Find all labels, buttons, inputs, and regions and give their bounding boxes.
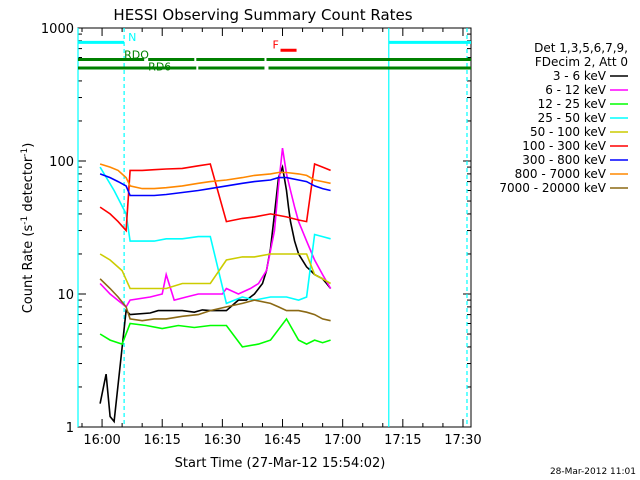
chart-title: HESSI Observing Summary Count Rates <box>113 6 412 24</box>
legend-header: FDecim 2, Att 0 <box>535 55 628 69</box>
series-line <box>99 317 331 348</box>
flag-label: F <box>272 39 278 52</box>
y-tick-label: 1000 <box>41 22 74 37</box>
legend-entry: 7000 - 20000 keV <box>499 181 606 195</box>
legend-entry: 12 - 25 keV <box>538 97 607 111</box>
series-line <box>99 173 331 197</box>
legend-entry: 300 - 800 keV <box>522 153 606 167</box>
x-tick-label: 17:00 <box>324 433 361 448</box>
legend-entry: 100 - 300 keV <box>522 139 606 153</box>
flag-label: RD6 <box>148 60 171 73</box>
y-axis-label: Count Rate (s-1 detector-1) <box>20 143 36 314</box>
x-tick-label: 17:15 <box>384 433 421 448</box>
y-tick-label: 10 <box>57 288 74 303</box>
footer-date: 28-Mar-2012 11:01 <box>550 467 636 477</box>
series-line <box>99 166 331 305</box>
x-tick-label: 17:30 <box>444 433 481 448</box>
x-tick-label: 16:45 <box>264 433 301 448</box>
series-lines <box>99 147 332 424</box>
flag-label: RDO <box>124 48 149 61</box>
legend-header: Det 1,3,5,6,7,9, <box>534 41 628 55</box>
axis-ticks: 1 10 100 1000 16:00 16:15 16:30 16:45 17:00 17:15… <box>41 22 482 448</box>
series-line <box>99 164 332 424</box>
y-tick-label: 100 <box>49 155 74 170</box>
legend-entry: 3 - 6 keV <box>553 69 607 83</box>
y-tick-label: 1 <box>66 421 74 436</box>
series-line <box>99 278 331 322</box>
legend-entry: 800 - 7000 keV <box>515 167 607 181</box>
series-line <box>99 253 332 290</box>
flag-label: N <box>128 31 136 44</box>
series-line <box>99 162 331 233</box>
x-tick-label: 16:15 <box>143 433 180 448</box>
series-line <box>99 147 332 309</box>
legend-entry: 6 - 12 keV <box>545 83 607 97</box>
legend: Det 1,3,5,6,7,9,FDecim 2, Att 03 - 6 keV… <box>499 41 628 195</box>
x-axis-label: Start Time (27-Mar-12 15:54:02) <box>175 456 386 471</box>
x-tick-label: 16:00 <box>83 433 120 448</box>
x-tick-label: 16:30 <box>204 433 241 448</box>
series-line <box>99 163 331 190</box>
legend-entry: 25 - 50 keV <box>538 111 607 125</box>
legend-entry: 50 - 100 keV <box>530 125 607 139</box>
